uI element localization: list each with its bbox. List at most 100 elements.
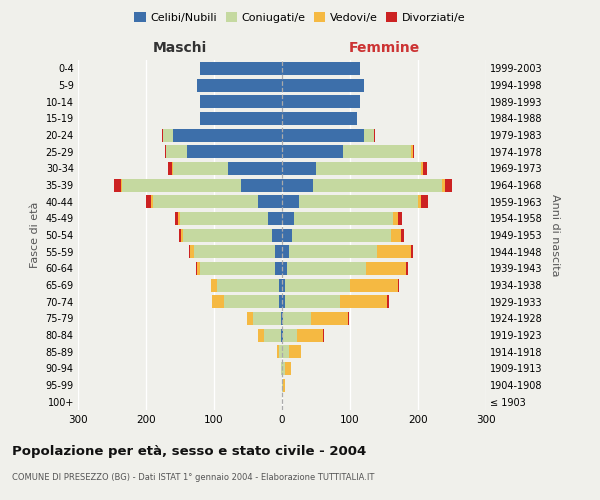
Bar (282, 295, 286, 308)
Bar (283, 328, 297, 342)
Bar (286, 295, 340, 308)
Bar (166, 145, 187, 158)
Bar (377, 245, 411, 258)
Bar (282, 245, 289, 258)
Bar (287, 262, 365, 275)
Bar (275, 262, 282, 275)
Bar (282, 62, 360, 75)
Bar (165, 145, 166, 158)
Bar (200, 95, 282, 108)
Bar (445, 178, 452, 192)
Bar (114, 178, 121, 192)
Bar (424, 162, 427, 175)
Bar (278, 278, 282, 291)
Bar (189, 245, 190, 258)
Y-axis label: Anni di nascita: Anni di nascita (550, 194, 560, 276)
Bar (316, 162, 421, 175)
Bar (217, 278, 278, 291)
Bar (282, 95, 360, 108)
Bar (283, 378, 285, 392)
Bar (294, 212, 393, 225)
Bar (282, 112, 357, 125)
Bar (277, 345, 278, 358)
Bar (180, 212, 268, 225)
Bar (282, 345, 289, 358)
Bar (286, 362, 291, 375)
Bar (343, 145, 411, 158)
Bar (175, 212, 178, 225)
Bar (281, 328, 282, 342)
Bar (282, 78, 364, 92)
Bar (421, 162, 424, 175)
Bar (278, 345, 282, 358)
Bar (286, 278, 350, 291)
Bar (289, 345, 301, 358)
Bar (282, 178, 313, 192)
Text: Popolazione per età, sesso e stato civile - 2004: Popolazione per età, sesso e stato civil… (12, 445, 366, 458)
Bar (224, 295, 278, 308)
Bar (282, 128, 364, 141)
Bar (297, 328, 323, 342)
Bar (278, 295, 282, 308)
Bar (282, 378, 283, 392)
Bar (200, 262, 275, 275)
Bar (323, 328, 324, 342)
Legend: Celibi/Nubili, Coniugati/e, Vedovi/e, Divorziati/e: Celibi/Nubili, Coniugati/e, Vedovi/e, Di… (130, 8, 470, 28)
Bar (411, 245, 413, 258)
Bar (365, 262, 406, 275)
Bar (401, 228, 404, 241)
Bar (340, 295, 388, 308)
Bar (281, 362, 282, 375)
Bar (146, 195, 151, 208)
Bar (421, 195, 428, 208)
Bar (227, 162, 282, 175)
Bar (122, 178, 241, 192)
Bar (173, 128, 282, 141)
Bar (282, 362, 286, 375)
Bar (406, 262, 408, 275)
Y-axis label: Fasce di età: Fasce di età (30, 202, 40, 268)
Bar (163, 128, 173, 141)
Bar (194, 245, 275, 258)
Text: COMUNE DI PRESEZZO (BG) - Dati ISTAT 1° gennaio 2004 - Elaborazione TUTTITALIA.I: COMUNE DI PRESEZZO (BG) - Dati ISTAT 1° … (12, 472, 374, 482)
Bar (282, 328, 283, 342)
Bar (200, 112, 282, 125)
Bar (172, 162, 173, 175)
Bar (184, 228, 272, 241)
Bar (282, 262, 287, 275)
Bar (398, 278, 399, 291)
Bar (121, 178, 122, 192)
Bar (282, 228, 292, 241)
Bar (197, 78, 282, 92)
Bar (200, 62, 282, 75)
Bar (374, 128, 375, 141)
Bar (411, 145, 413, 158)
Bar (292, 228, 391, 241)
Text: Femmine: Femmine (349, 41, 419, 55)
Bar (282, 195, 299, 208)
Bar (348, 312, 349, 325)
Bar (282, 212, 294, 225)
Bar (263, 328, 281, 342)
Bar (179, 228, 181, 241)
Bar (173, 162, 227, 175)
Bar (241, 178, 282, 192)
Bar (364, 128, 374, 141)
Text: Maschi: Maschi (153, 41, 207, 55)
Bar (178, 212, 180, 225)
Bar (253, 312, 281, 325)
Bar (350, 278, 398, 291)
Bar (268, 212, 282, 225)
Bar (151, 195, 153, 208)
Bar (190, 245, 194, 258)
Bar (398, 212, 401, 225)
Bar (282, 162, 316, 175)
Bar (299, 195, 418, 208)
Bar (275, 245, 282, 258)
Bar (413, 145, 414, 158)
Bar (391, 228, 401, 241)
Bar (311, 312, 348, 325)
Bar (247, 312, 253, 325)
Bar (281, 312, 282, 325)
Bar (196, 262, 197, 275)
